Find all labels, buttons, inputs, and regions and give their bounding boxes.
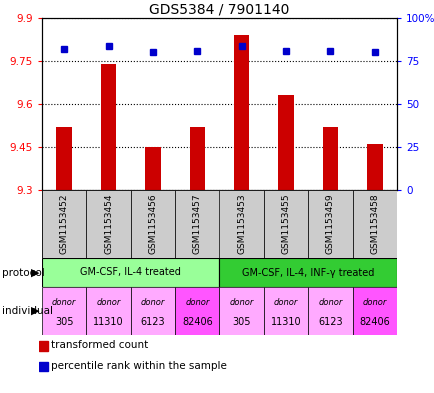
Bar xyxy=(56,127,72,190)
Text: GSM1153454: GSM1153454 xyxy=(104,193,113,254)
Text: GSM1153458: GSM1153458 xyxy=(369,193,378,254)
Bar xyxy=(366,144,381,190)
Bar xyxy=(322,127,337,190)
Text: GSM1153452: GSM1153452 xyxy=(59,193,69,254)
Bar xyxy=(308,190,352,258)
Bar xyxy=(263,190,308,258)
Bar xyxy=(189,127,204,190)
Text: ▶: ▶ xyxy=(31,306,39,316)
Text: 11310: 11310 xyxy=(93,316,124,327)
Bar xyxy=(219,258,396,287)
Text: individual: individual xyxy=(2,306,53,316)
Bar xyxy=(263,287,308,335)
Text: GM-CSF, IL-4, INF-γ treated: GM-CSF, IL-4, INF-γ treated xyxy=(241,268,374,277)
Bar xyxy=(86,287,131,335)
Bar xyxy=(86,190,131,258)
Text: percentile rank within the sample: percentile rank within the sample xyxy=(51,361,227,371)
Bar xyxy=(42,258,219,287)
Text: donor: donor xyxy=(273,298,298,307)
Text: donor: donor xyxy=(318,298,342,307)
Text: GSM1153457: GSM1153457 xyxy=(192,193,201,254)
Text: 6123: 6123 xyxy=(317,316,342,327)
Text: GSM1153455: GSM1153455 xyxy=(281,193,290,254)
Text: donor: donor xyxy=(229,298,253,307)
Text: 11310: 11310 xyxy=(270,316,301,327)
Text: 6123: 6123 xyxy=(140,316,165,327)
Bar xyxy=(175,190,219,258)
Text: 82406: 82406 xyxy=(181,316,212,327)
Text: GSM1153453: GSM1153453 xyxy=(237,193,246,254)
Text: transformed count: transformed count xyxy=(51,340,148,351)
Bar xyxy=(308,287,352,335)
Bar xyxy=(219,287,263,335)
Bar xyxy=(175,287,219,335)
Bar xyxy=(131,190,175,258)
Text: protocol: protocol xyxy=(2,268,45,277)
Bar xyxy=(352,287,396,335)
Text: 305: 305 xyxy=(232,316,250,327)
Bar xyxy=(42,287,86,335)
Bar xyxy=(219,190,263,258)
Text: GSM1153456: GSM1153456 xyxy=(148,193,157,254)
Text: 305: 305 xyxy=(55,316,73,327)
Bar xyxy=(39,362,47,371)
Text: donor: donor xyxy=(362,298,386,307)
Text: GM-CSF, IL-4 treated: GM-CSF, IL-4 treated xyxy=(80,268,181,277)
Text: ▶: ▶ xyxy=(31,268,39,277)
Text: donor: donor xyxy=(185,298,209,307)
Text: 82406: 82406 xyxy=(358,316,389,327)
Text: donor: donor xyxy=(141,298,165,307)
Bar xyxy=(101,64,116,190)
Bar xyxy=(39,341,47,351)
Title: GDS5384 / 7901140: GDS5384 / 7901140 xyxy=(149,3,289,17)
Bar xyxy=(42,190,86,258)
Text: donor: donor xyxy=(52,298,76,307)
Bar xyxy=(131,287,175,335)
Bar xyxy=(233,35,249,190)
Bar xyxy=(145,147,160,190)
Text: donor: donor xyxy=(96,298,121,307)
Bar xyxy=(278,95,293,190)
Text: GSM1153459: GSM1153459 xyxy=(325,193,334,254)
Bar xyxy=(352,190,396,258)
